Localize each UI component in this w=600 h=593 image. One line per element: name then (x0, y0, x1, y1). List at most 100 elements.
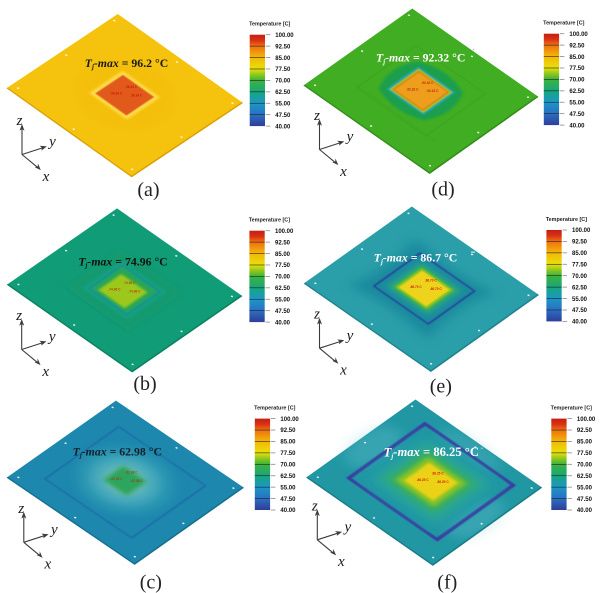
svg-text:.86.25 C: .86.25 C (437, 480, 450, 484)
svg-text:z: z (16, 113, 23, 129)
svg-text:.62.98 C: .62.98 C (126, 471, 139, 475)
svg-text:x: x (43, 557, 51, 573)
svg-text:62.50: 62.50 (275, 90, 291, 96)
svg-text:y: y (345, 328, 354, 344)
svg-text:(e): (e) (430, 376, 452, 398)
svg-text:92.50: 92.50 (572, 240, 588, 246)
svg-text:Tj-max = 96.2 °C: Tj-max = 96.2 °C (85, 56, 168, 71)
svg-text:85.00: 85.00 (577, 440, 593, 446)
svg-text:55.00: 55.00 (569, 100, 585, 106)
svg-text:x: x (339, 164, 347, 180)
svg-text:100.00: 100.00 (572, 228, 591, 234)
svg-text:z: z (15, 308, 22, 324)
svg-text:.96.34 C: .96.34 C (125, 85, 138, 89)
svg-text:40.00: 40.00 (577, 508, 593, 514)
svg-text:77.50: 77.50 (275, 67, 291, 73)
svg-text:70.00: 70.00 (569, 78, 585, 84)
svg-text:100.00: 100.00 (275, 229, 294, 235)
svg-text:.92.32 C: .92.32 C (406, 87, 419, 91)
svg-text:.86.70 C: .86.70 C (430, 287, 443, 291)
svg-text:40.00: 40.00 (275, 124, 291, 130)
svg-text:(d): (d) (431, 179, 454, 201)
svg-text:Temperature [C]: Temperature [C] (546, 217, 587, 223)
svg-text:(f): (f) (437, 571, 457, 593)
svg-text:.86.70 C: .86.70 C (410, 285, 423, 289)
svg-text:Temperature [C]: Temperature [C] (249, 218, 290, 224)
svg-text:Tj-max = 74.96 °C: Tj-max = 74.96 °C (78, 254, 167, 269)
svg-text:77.50: 77.50 (572, 262, 588, 268)
svg-text:(a): (a) (137, 179, 159, 201)
svg-text:x: x (339, 363, 347, 379)
svg-text:85.00: 85.00 (280, 440, 296, 446)
svg-text:62.50: 62.50 (275, 286, 291, 292)
svg-text:40.00: 40.00 (275, 320, 291, 326)
svg-text:70.00: 70.00 (275, 275, 291, 281)
svg-text:Tj-max = 86.25 °C: Tj-max = 86.25 °C (384, 445, 479, 460)
svg-text:.62.98 C: .62.98 C (131, 479, 144, 483)
svg-text:77.50: 77.50 (280, 451, 296, 457)
svg-text:55.00: 55.00 (275, 297, 291, 303)
svg-text:Tj-max = 62.98 °C: Tj-max = 62.98 °C (73, 444, 162, 459)
svg-text:z: z (311, 498, 318, 514)
svg-text:Temperature [C]: Temperature [C] (254, 406, 295, 412)
svg-text:85.00: 85.00 (275, 252, 291, 258)
svg-text:55.00: 55.00 (275, 101, 291, 107)
svg-text:55.00: 55.00 (577, 485, 593, 491)
svg-text:.86.70 C: .86.70 C (425, 279, 438, 283)
svg-text:47.50: 47.50 (275, 309, 291, 315)
svg-text:47.50: 47.50 (280, 497, 296, 503)
svg-text:92.50: 92.50 (280, 428, 296, 434)
svg-text:x: x (42, 169, 50, 185)
svg-text:40.00: 40.00 (572, 320, 588, 326)
svg-text:40.00: 40.00 (280, 508, 296, 514)
svg-text:z: z (313, 108, 320, 124)
svg-text:70.00: 70.00 (572, 274, 588, 280)
svg-text:55.00: 55.00 (280, 485, 296, 491)
svg-text:.96.34 C: .96.34 C (110, 92, 123, 96)
svg-text:z: z (313, 307, 320, 323)
svg-text:47.50: 47.50 (572, 308, 588, 314)
svg-text:.86.25 C: .86.25 C (417, 478, 430, 482)
svg-text:.92.32 C: .92.32 C (421, 81, 434, 85)
svg-text:62.50: 62.50 (572, 285, 588, 291)
svg-text:x: x (337, 554, 345, 570)
svg-text:.74.96 C: .74.96 C (128, 289, 141, 293)
svg-text:Temperature [C]: Temperature [C] (551, 406, 592, 412)
svg-text:y: y (47, 134, 56, 150)
svg-text:Temperature [C]: Temperature [C] (249, 22, 290, 28)
svg-text:47.50: 47.50 (577, 497, 593, 503)
svg-text:70.00: 70.00 (280, 463, 296, 469)
svg-text:85.00: 85.00 (569, 55, 585, 61)
svg-text:77.50: 77.50 (569, 66, 585, 72)
svg-text:.92.32 C: .92.32 C (426, 89, 439, 93)
svg-text:(c): (c) (140, 571, 162, 593)
svg-text:Temperature [C]: Temperature [C] (543, 21, 584, 27)
svg-text:92.50: 92.50 (577, 428, 593, 434)
svg-text:62.50: 62.50 (569, 89, 585, 95)
svg-text:62.50: 62.50 (280, 474, 296, 480)
svg-text:100.00: 100.00 (569, 32, 588, 38)
svg-text:y: y (345, 129, 354, 145)
svg-text:(b): (b) (133, 373, 156, 395)
svg-text:70.00: 70.00 (577, 463, 593, 469)
svg-text:85.00: 85.00 (275, 56, 291, 62)
svg-text:.62.98 C: .62.98 C (111, 477, 124, 481)
svg-text:.86.25 C: .86.25 C (432, 472, 445, 476)
svg-text:40.00: 40.00 (569, 123, 585, 129)
svg-text:Tj-max = 86.7 °C: Tj-max = 86.7 °C (374, 251, 457, 266)
svg-text:x: x (41, 364, 49, 380)
svg-text:47.50: 47.50 (275, 113, 291, 119)
svg-text:Tj-max = 92.32 °C: Tj-max = 92.32 °C (376, 51, 465, 66)
svg-text:85.00: 85.00 (572, 251, 588, 257)
svg-text:70.00: 70.00 (275, 79, 291, 85)
svg-text:100.00: 100.00 (275, 33, 294, 39)
svg-text:62.50: 62.50 (577, 474, 593, 480)
svg-text:y: y (47, 329, 56, 345)
svg-text:100.00: 100.00 (280, 417, 299, 423)
svg-text:.96.34 C: .96.34 C (130, 93, 143, 97)
svg-text:92.50: 92.50 (275, 44, 291, 50)
svg-text:92.50: 92.50 (275, 240, 291, 246)
svg-text:z: z (17, 501, 24, 517)
svg-text:.74.96 C: .74.96 C (108, 288, 121, 292)
svg-text:100.00: 100.00 (577, 417, 596, 423)
